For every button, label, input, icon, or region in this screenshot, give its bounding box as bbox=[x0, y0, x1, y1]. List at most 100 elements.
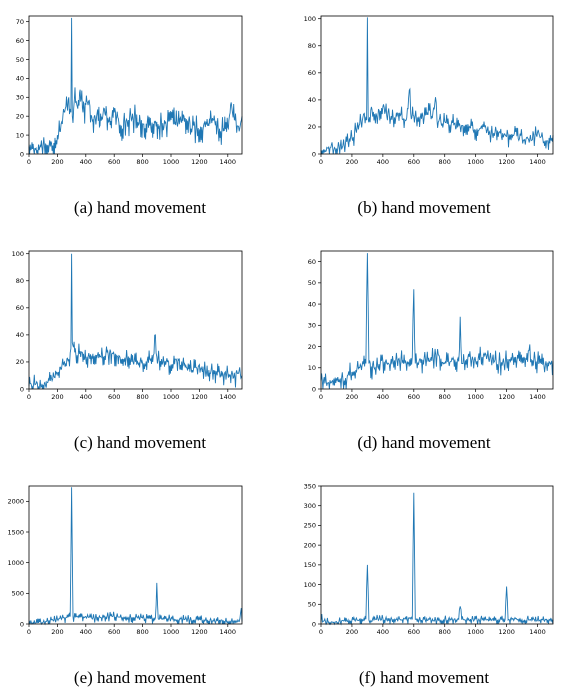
caption-d: (d) hand movement bbox=[357, 433, 491, 452]
caption-c: (c) hand movement bbox=[73, 433, 207, 452]
y-tick-label: 60 bbox=[308, 69, 316, 77]
x-tick-label: 400 bbox=[80, 393, 92, 401]
x-tick-label: 1200 bbox=[191, 158, 208, 166]
y-tick-label: 150 bbox=[304, 561, 316, 569]
x-tick-label: 1000 bbox=[163, 158, 180, 166]
x-tick-label: 1400 bbox=[529, 628, 546, 636]
x-tick-label: 1200 bbox=[498, 158, 515, 166]
x-tick-label: 1400 bbox=[220, 158, 237, 166]
caption-e: (e) hand movement bbox=[73, 668, 207, 687]
x-tick-label: 200 bbox=[51, 158, 63, 166]
y-tick-label: 100 bbox=[304, 581, 316, 589]
x-tick-label: 1000 bbox=[467, 393, 484, 401]
chart-d: 0 200 400 600 800 1000 1200 1400 0 10 20 30 40 50 60 bbox=[308, 250, 554, 401]
x-tick-label: 600 bbox=[408, 628, 420, 636]
plot-frame bbox=[28, 485, 243, 625]
y-tick-label: 250 bbox=[304, 522, 316, 530]
y-tick-label: 20 bbox=[308, 343, 316, 351]
y-tick-label: 20 bbox=[16, 112, 24, 120]
panel-e: 0 200 400 600 800 1000 1200 1400 0 500 1000 1500 200… bbox=[0, 470, 281, 695]
x-tick-label: 1400 bbox=[529, 158, 546, 166]
caption-b: (b) hand movement bbox=[357, 198, 491, 217]
x-tick-label: 800 bbox=[136, 393, 148, 401]
y-tick-label: 40 bbox=[308, 96, 316, 104]
y-tick-label: 500 bbox=[12, 590, 24, 598]
x-tick-label: 800 bbox=[136, 628, 148, 636]
x-tick-label: 600 bbox=[408, 158, 420, 166]
x-tick-label: 1000 bbox=[467, 628, 484, 636]
chart-c: 0 200 400 600 800 1000 1200 1400 0 20 40 60 80 100 bbox=[12, 250, 243, 401]
series-line bbox=[28, 17, 243, 155]
y-tick-label: 350 bbox=[304, 482, 316, 490]
y-tick-label: 2000 bbox=[7, 498, 24, 506]
y-tick-label: 40 bbox=[16, 75, 24, 83]
y-tick-label: 80 bbox=[308, 42, 316, 50]
chart-a: 0 200 400 600 800 1000 1200 1400 0 10 20 30 40 50 60 70 bbox=[16, 15, 243, 166]
x-tick-label: 200 bbox=[346, 628, 358, 636]
y-tick-label: 100 bbox=[12, 250, 24, 258]
x-tick-label: 400 bbox=[377, 393, 389, 401]
series-line bbox=[28, 487, 243, 626]
x-tick-label: 0 bbox=[319, 628, 323, 636]
y-tick-label: 10 bbox=[16, 131, 24, 139]
y-tick-label: 200 bbox=[304, 541, 316, 549]
panel-d: 0 200 400 600 800 1000 1200 1400 0 10 20 30 40 50 60 (… bbox=[281, 235, 563, 470]
y-tick-label: 60 bbox=[308, 258, 316, 266]
x-tick-label: 800 bbox=[136, 158, 148, 166]
x-tick-label: 400 bbox=[80, 158, 92, 166]
y-tick-label: 300 bbox=[304, 502, 316, 510]
y-tick-label: 0 bbox=[20, 150, 24, 158]
y-tick-label: 50 bbox=[308, 601, 316, 609]
y-tick-label: 60 bbox=[16, 37, 24, 45]
x-tick-label: 1200 bbox=[191, 393, 208, 401]
y-tick-label: 30 bbox=[308, 322, 316, 330]
y-tick-label: 40 bbox=[308, 300, 316, 308]
caption-a: (a) hand movement bbox=[73, 198, 207, 217]
series-line bbox=[320, 492, 554, 626]
x-tick-label: 200 bbox=[346, 158, 358, 166]
x-tick-label: 600 bbox=[108, 393, 120, 401]
x-tick-label: 1400 bbox=[220, 628, 237, 636]
x-tick-label: 400 bbox=[80, 628, 92, 636]
y-tick-label: 40 bbox=[16, 331, 24, 339]
plot-frame bbox=[28, 250, 243, 390]
x-tick-label: 600 bbox=[108, 628, 120, 636]
x-tick-label: 0 bbox=[27, 158, 31, 166]
x-tick-label: 0 bbox=[319, 393, 323, 401]
y-tick-label: 80 bbox=[16, 277, 24, 285]
x-tick-label: 0 bbox=[319, 158, 323, 166]
x-tick-label: 1400 bbox=[220, 393, 237, 401]
x-tick-label: 600 bbox=[408, 393, 420, 401]
y-tick-label: 0 bbox=[312, 385, 316, 393]
chart-f: 0 200 400 600 800 1000 1200 1400 0 50 100 150 200 250… bbox=[304, 482, 554, 636]
y-tick-label: 10 bbox=[308, 364, 316, 372]
y-tick-label: 50 bbox=[16, 56, 24, 64]
plot-frame bbox=[320, 15, 554, 155]
y-tick-label: 70 bbox=[16, 18, 24, 26]
plot-frame bbox=[320, 485, 554, 625]
series-line bbox=[320, 253, 554, 390]
x-tick-label: 200 bbox=[51, 628, 63, 636]
y-tick-label: 60 bbox=[16, 304, 24, 312]
chart-e: 0 200 400 600 800 1000 1200 1400 0 500 1000 1500 200… bbox=[7, 485, 243, 636]
plot-frame bbox=[320, 250, 554, 390]
plot-frame bbox=[28, 15, 243, 155]
y-tick-label: 20 bbox=[16, 358, 24, 366]
y-tick-label: 1000 bbox=[7, 559, 24, 567]
panel-a: 0 200 400 600 800 1000 1200 1400 0 10 20 30 40 50 60 70… bbox=[0, 0, 281, 235]
y-tick-label: 50 bbox=[308, 279, 316, 287]
caption-f: (f) hand movement bbox=[358, 668, 490, 687]
x-tick-label: 1200 bbox=[191, 628, 208, 636]
y-tick-label: 30 bbox=[16, 94, 24, 102]
x-tick-label: 1000 bbox=[467, 158, 484, 166]
panel-b: 0 200 400 600 800 1000 1200 1400 0 20 40 60 80 100 (b… bbox=[281, 0, 563, 235]
x-tick-label: 200 bbox=[51, 393, 63, 401]
y-tick-label: 0 bbox=[312, 150, 316, 158]
x-tick-label: 1200 bbox=[498, 628, 515, 636]
series-line bbox=[28, 253, 243, 390]
chart-b: 0 200 400 600 800 1000 1200 1400 0 20 40 60 80 100 bbox=[304, 15, 554, 166]
x-tick-label: 0 bbox=[27, 628, 31, 636]
y-tick-label: 1500 bbox=[7, 528, 24, 536]
y-tick-label: 0 bbox=[20, 620, 24, 628]
x-tick-label: 600 bbox=[108, 158, 120, 166]
